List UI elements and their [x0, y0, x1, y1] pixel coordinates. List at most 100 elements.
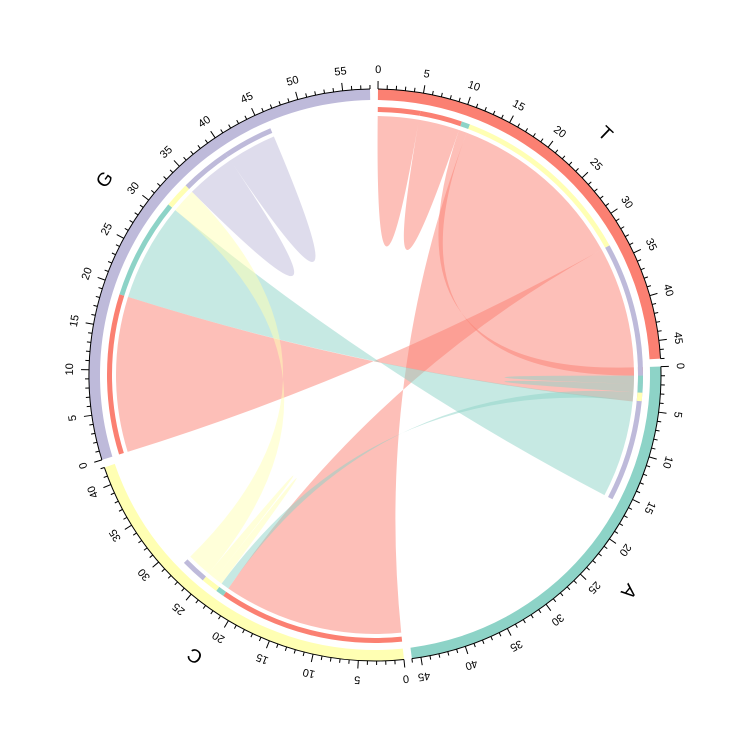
- tick-label: 40: [661, 283, 676, 298]
- tick-mark: [129, 220, 134, 224]
- link-target-bar: [608, 400, 642, 500]
- tick-label: 10: [466, 79, 481, 94]
- tick-mark: [609, 538, 617, 544]
- tick-mark: [581, 171, 589, 179]
- tick-mark: [646, 285, 652, 288]
- chord-link-t-t: [377, 116, 459, 250]
- tick-mark: [559, 592, 564, 597]
- sector-track-c: [104, 463, 404, 662]
- tick-mark: [540, 138, 544, 143]
- tick-mark: [124, 524, 132, 530]
- tick-mark: [157, 182, 161, 187]
- tick-mark: [163, 176, 167, 180]
- sector-label-g: G: [92, 168, 118, 192]
- tick-mark: [202, 605, 206, 609]
- tick-mark: [103, 475, 108, 478]
- tick-mark: [94, 459, 103, 463]
- tick-label: 45: [417, 669, 431, 683]
- tick-mark: [587, 181, 592, 185]
- tick-mark: [195, 599, 199, 604]
- tick-mark: [103, 484, 112, 489]
- chord-link-t-a: [438, 130, 635, 376]
- tick-mark: [305, 93, 308, 98]
- tick-mark: [143, 547, 148, 551]
- tick-mark: [114, 500, 119, 504]
- tick-mark: [97, 276, 106, 281]
- tick-mark: [123, 516, 128, 520]
- tick-mark: [90, 432, 96, 435]
- link-source-bar: [637, 384, 643, 393]
- tick-mark: [174, 581, 178, 586]
- tick-mark: [278, 101, 281, 106]
- link-target-bar: [460, 121, 470, 130]
- sector-axis-t: [377, 88, 662, 359]
- tick-mark: [185, 593, 192, 601]
- tick-mark: [552, 598, 557, 603]
- tick-mark: [649, 292, 658, 297]
- tick-mark: [293, 649, 296, 654]
- link-source-bar: [106, 294, 125, 455]
- tick-label: 20: [617, 541, 634, 558]
- tick-mark: [323, 89, 326, 94]
- tick-mark: [93, 304, 98, 307]
- tick-mark: [111, 252, 116, 256]
- tick-mark: [522, 619, 526, 624]
- tick-label: 15: [642, 500, 658, 516]
- tick-mark: [656, 321, 661, 323]
- sector-label-a: A: [616, 579, 640, 603]
- tick-mark: [413, 87, 416, 92]
- link-target-bar: [637, 375, 643, 385]
- tick-mark: [610, 208, 618, 214]
- tick-mark: [422, 85, 426, 94]
- tick-mark: [85, 322, 94, 325]
- tick-mark: [473, 643, 476, 648]
- tick-mark: [614, 530, 619, 534]
- tick-label: 0: [402, 672, 409, 685]
- tick-mark: [132, 532, 137, 536]
- tick-mark: [220, 129, 224, 134]
- tick-mark: [658, 338, 667, 341]
- link-target-bar: [636, 392, 643, 402]
- tick-mark: [646, 465, 651, 468]
- tick-mark: [545, 603, 552, 611]
- tick-mark: [456, 648, 459, 654]
- tick-mark: [657, 420, 662, 423]
- tick-mark: [204, 139, 209, 144]
- tick-mark: [566, 586, 571, 591]
- tick-mark: [93, 441, 98, 444]
- tick-label: 50: [285, 74, 300, 89]
- tick-mark: [586, 567, 590, 571]
- tick-mark: [134, 212, 139, 216]
- links-layer: [116, 116, 635, 635]
- tick-mark: [210, 610, 214, 615]
- tick-mark: [89, 423, 94, 426]
- tick-mark: [652, 302, 657, 305]
- tick-mark: [83, 414, 92, 417]
- tick-label: 40: [464, 657, 479, 672]
- tick-mark: [197, 145, 201, 149]
- tick-mark: [438, 653, 441, 658]
- sector-label-c: C: [184, 643, 207, 668]
- tick-mark: [118, 508, 123, 512]
- tick-mark: [295, 91, 299, 100]
- tick-label: 25: [170, 600, 187, 617]
- tick-mark: [139, 204, 144, 208]
- tick-label: 20: [80, 266, 95, 282]
- tick-mark: [244, 115, 248, 120]
- tick-label: 0: [375, 64, 381, 76]
- tick-label: 0: [77, 461, 90, 470]
- tick-mark: [115, 244, 120, 247]
- tick-mark: [637, 259, 642, 262]
- tick-mark: [625, 234, 630, 238]
- tick-label: 45: [239, 90, 255, 106]
- tick-mark: [651, 447, 656, 450]
- tick-label: 10: [64, 363, 76, 375]
- tick-mark: [598, 553, 602, 557]
- tick-mark: [628, 507, 633, 510]
- tick-mark: [498, 632, 502, 637]
- sector-track-a: [410, 366, 662, 659]
- tick-mark: [603, 545, 608, 550]
- tick-mark: [167, 575, 172, 579]
- tick-mark: [88, 332, 93, 334]
- tick-mark: [554, 149, 559, 154]
